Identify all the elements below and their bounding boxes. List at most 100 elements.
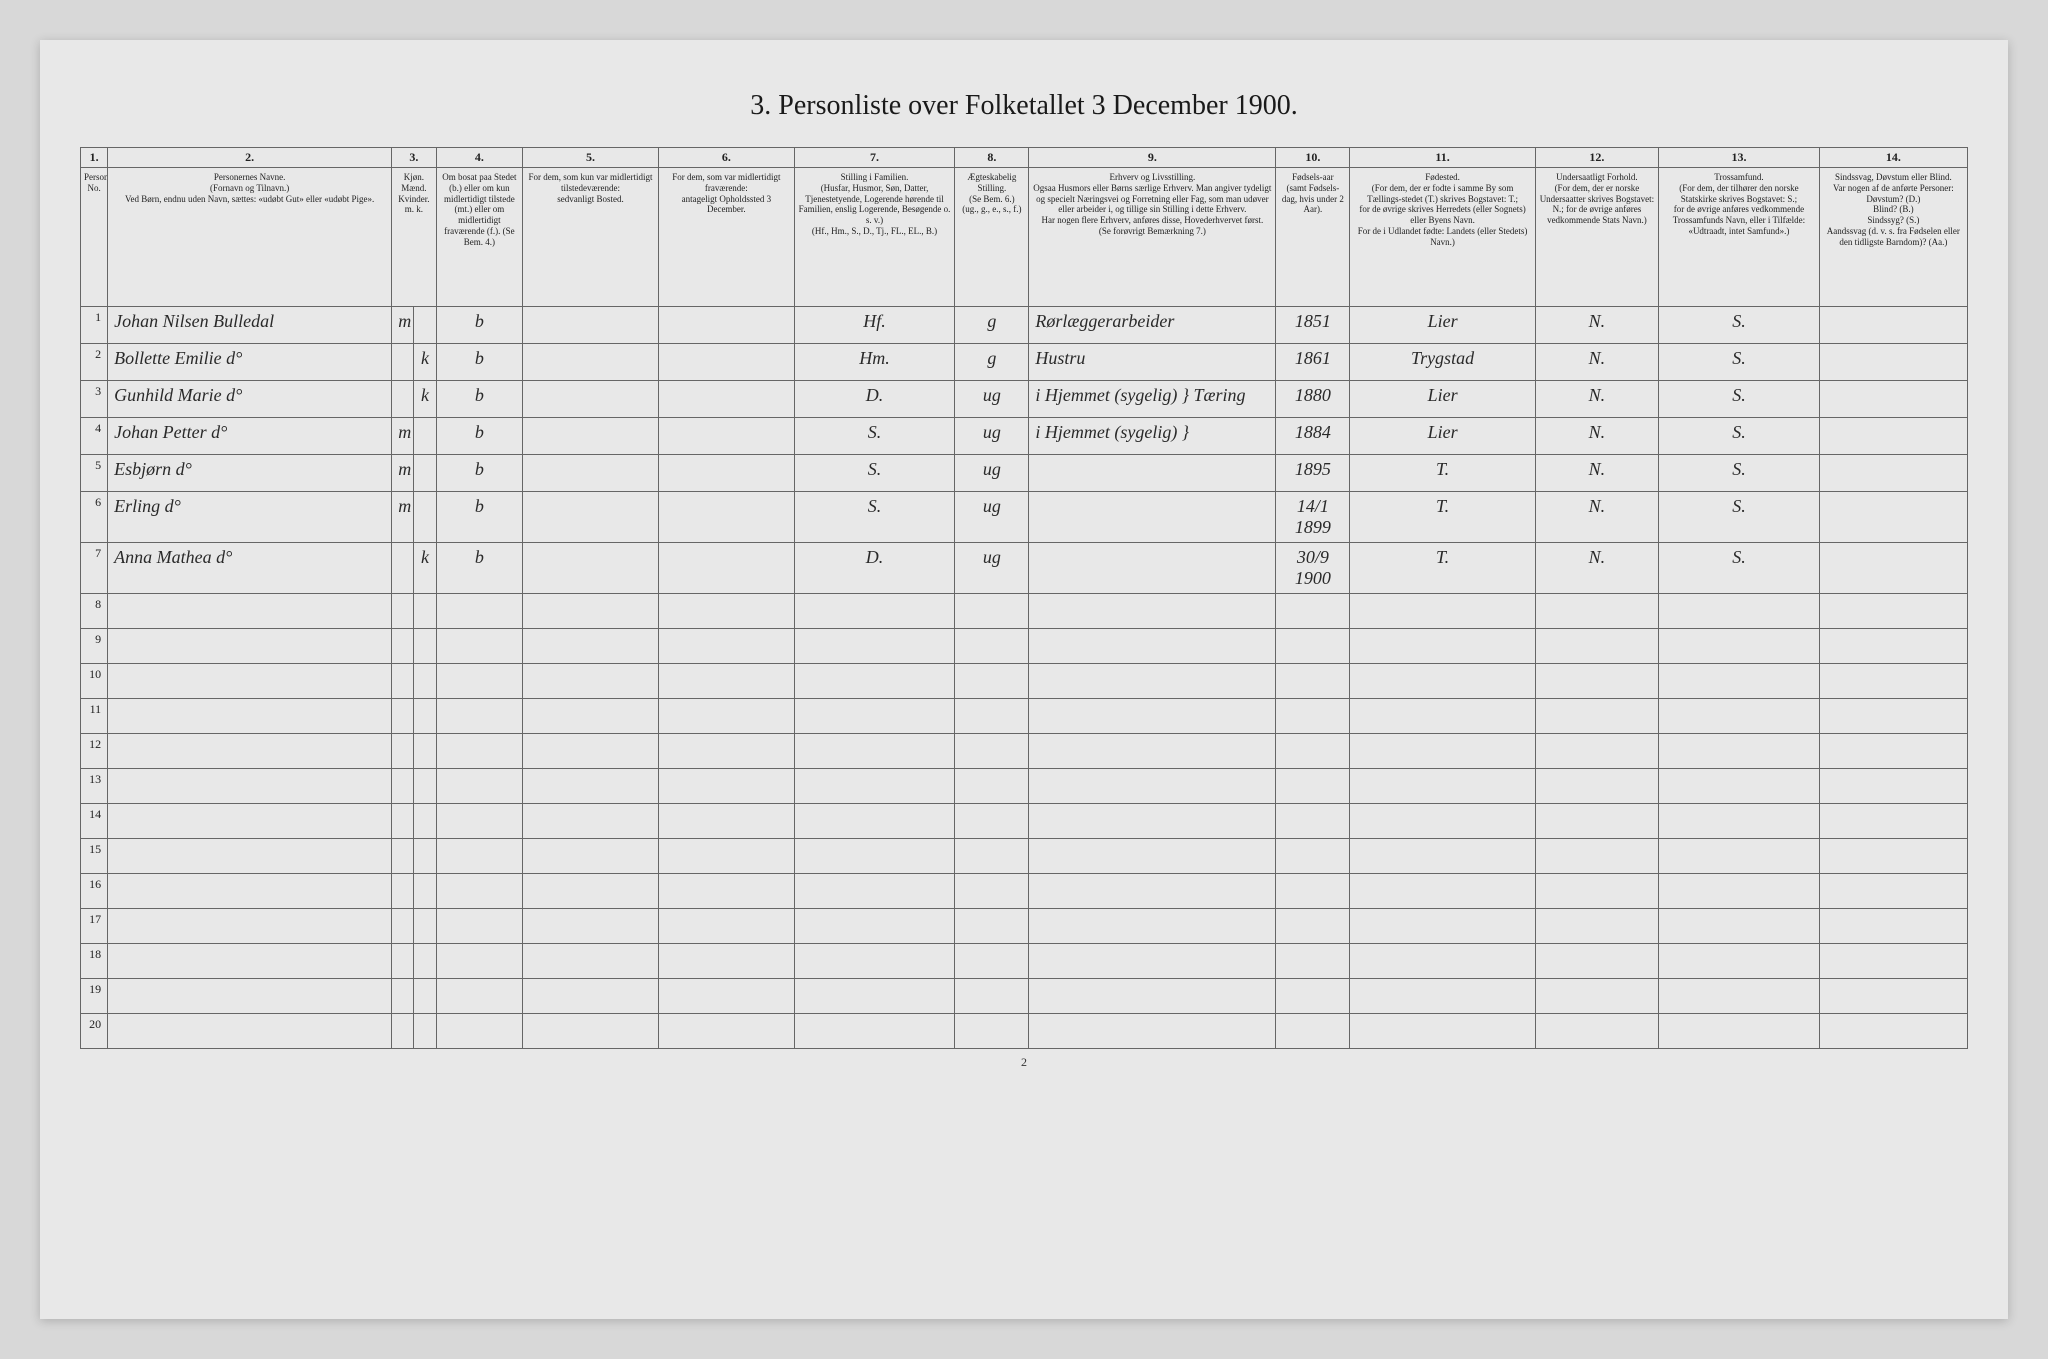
cell — [1029, 629, 1276, 664]
cell: 6 — [81, 492, 108, 543]
cell — [1276, 1014, 1350, 1049]
cell — [1029, 769, 1276, 804]
cell — [392, 664, 414, 699]
cell — [414, 874, 436, 909]
cell — [658, 874, 794, 909]
cell: Rørlæggerarbeider — [1029, 307, 1276, 344]
cell — [523, 909, 659, 944]
cell — [414, 455, 436, 492]
cell: Lier — [1350, 418, 1535, 455]
cell — [392, 734, 414, 769]
col-number: 1. — [81, 148, 108, 168]
cell — [1535, 979, 1658, 1014]
cell — [436, 839, 522, 874]
cell — [955, 944, 1029, 979]
cell — [414, 1014, 436, 1049]
cell: b — [436, 418, 522, 455]
cell — [1350, 629, 1535, 664]
cell: 10 — [81, 664, 108, 699]
cell — [414, 804, 436, 839]
cell — [955, 734, 1029, 769]
cell — [1819, 418, 1967, 455]
cell — [658, 979, 794, 1014]
cell — [523, 699, 659, 734]
col-header: Personernes No. — [81, 168, 108, 307]
cell: Hm. — [794, 344, 955, 381]
cell — [1029, 874, 1276, 909]
cell — [1819, 543, 1967, 594]
cell — [794, 734, 955, 769]
cell: T. — [1350, 455, 1535, 492]
cell — [1659, 594, 1820, 629]
cell — [108, 944, 392, 979]
cell — [1029, 944, 1276, 979]
cell — [392, 944, 414, 979]
col-number: 2. — [108, 148, 392, 168]
table-row: 20 — [81, 1014, 1968, 1049]
cell — [658, 307, 794, 344]
cell — [1659, 769, 1820, 804]
cell: b — [436, 455, 522, 492]
cell — [523, 664, 659, 699]
cell — [1535, 769, 1658, 804]
col-number: 7. — [794, 148, 955, 168]
cell — [108, 699, 392, 734]
cell — [658, 734, 794, 769]
cell: ug — [955, 418, 1029, 455]
table-row: 18 — [81, 944, 1968, 979]
cell — [392, 543, 414, 594]
cell — [1659, 839, 1820, 874]
cell — [794, 594, 955, 629]
col-header: Kjøn. Mænd. Kvinder. m. k. — [392, 168, 436, 307]
cell — [658, 839, 794, 874]
cell — [436, 1014, 522, 1049]
cell — [523, 594, 659, 629]
cell — [436, 664, 522, 699]
cell — [1535, 909, 1658, 944]
cell — [414, 594, 436, 629]
cell — [392, 874, 414, 909]
cell — [1659, 909, 1820, 944]
cell — [523, 769, 659, 804]
cell — [658, 381, 794, 418]
cell: 1895 — [1276, 455, 1350, 492]
cell: N. — [1535, 344, 1658, 381]
cell — [392, 629, 414, 664]
col-header: For dem, som kun var midlertidigt tilste… — [523, 168, 659, 307]
col-number: 6. — [658, 148, 794, 168]
cell — [1659, 699, 1820, 734]
cell: i Hjemmet (sygelig) } — [1029, 418, 1276, 455]
cell — [414, 944, 436, 979]
cell — [523, 418, 659, 455]
cell: 1884 — [1276, 418, 1350, 455]
table-row: 1Johan Nilsen BulledalmbHf.gRørlæggerarb… — [81, 307, 1968, 344]
cell: S. — [794, 455, 955, 492]
cell: b — [436, 344, 522, 381]
cell — [523, 344, 659, 381]
cell — [1276, 594, 1350, 629]
cell: 7 — [81, 543, 108, 594]
cell: S. — [1659, 381, 1820, 418]
cell — [658, 664, 794, 699]
cell — [658, 804, 794, 839]
cell: 30/9 1900 — [1276, 543, 1350, 594]
col-number: 12. — [1535, 148, 1658, 168]
cell — [1029, 909, 1276, 944]
cell — [1819, 839, 1967, 874]
table-row: 6Erling d°mbS.ug14/1 1899T.N.S. — [81, 492, 1968, 543]
col-number: 11. — [1350, 148, 1535, 168]
cell — [523, 307, 659, 344]
cell — [414, 909, 436, 944]
cell — [1659, 804, 1820, 839]
cell: 9 — [81, 629, 108, 664]
cell — [523, 979, 659, 1014]
cell — [1029, 543, 1276, 594]
cell — [108, 1014, 392, 1049]
col-number: 4. — [436, 148, 522, 168]
cell: Lier — [1350, 307, 1535, 344]
cell — [523, 944, 659, 979]
cell — [1819, 381, 1967, 418]
cell: 4 — [81, 418, 108, 455]
cell — [1029, 664, 1276, 699]
cell — [1535, 874, 1658, 909]
